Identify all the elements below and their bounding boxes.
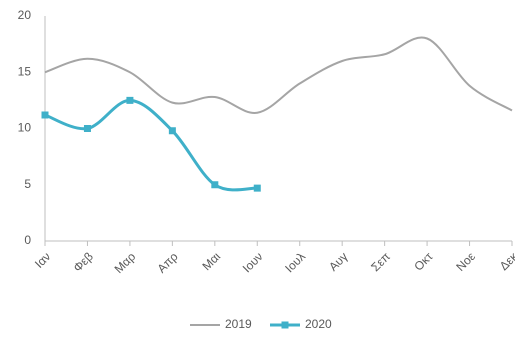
marker (126, 96, 134, 104)
y-tick-label: 0 (24, 233, 31, 247)
x-tick-label: Σεπ (368, 249, 393, 274)
legend-marker (281, 321, 289, 329)
legend-item: 2019 (190, 317, 252, 331)
x-tick-label: Ιουν (240, 249, 266, 275)
legend-item: 2020 (270, 317, 332, 331)
y-tick-label: 15 (18, 64, 32, 78)
x-tick-label: Οκτ (411, 249, 435, 273)
x-tick-label: Νοε (453, 249, 478, 274)
marker (211, 181, 219, 189)
legend-label: 2019 (225, 317, 252, 331)
legend-label: 2020 (305, 317, 332, 331)
marker (83, 125, 91, 132)
marker (253, 184, 261, 192)
x-tick-label: Απρ (154, 249, 180, 275)
marker (41, 111, 49, 119)
series-line (44, 36, 513, 114)
x-tick-label: Φεβ (70, 249, 95, 274)
y-tick-label: 5 (24, 177, 31, 191)
series-line (44, 98, 258, 192)
x-tick-label: Ιαν (32, 249, 53, 270)
x-tick-label: Δεκ (497, 249, 515, 273)
y-tick-label: 20 (18, 8, 32, 22)
x-tick-label: Ιουλ (282, 249, 308, 275)
x-tick-label: Μαι (199, 249, 223, 273)
x-tick-label: Αυγ (326, 249, 350, 273)
y-tick-label: 10 (18, 121, 32, 135)
x-tick-label: Μαρ (112, 249, 139, 276)
marker (168, 127, 176, 135)
